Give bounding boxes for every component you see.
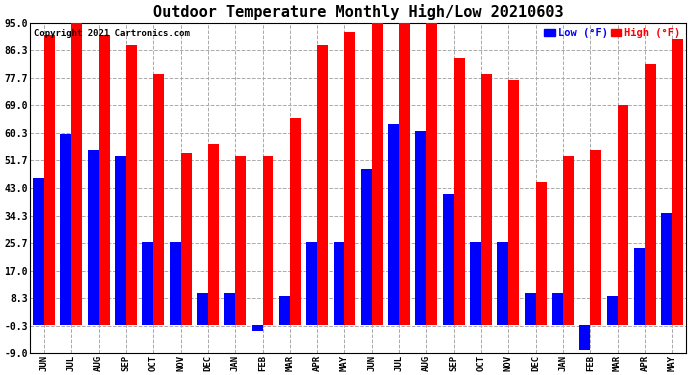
Bar (153, 74, 164, 325)
Bar (181, 153, 192, 325)
Bar (88, 150, 99, 325)
Bar (552, 293, 563, 325)
Bar (33, 178, 44, 325)
Bar (224, 293, 235, 325)
Bar (634, 248, 645, 325)
Bar (306, 242, 317, 325)
Bar (317, 45, 328, 325)
Bar (415, 131, 426, 325)
Bar (208, 144, 219, 325)
Bar (388, 124, 399, 325)
Bar (661, 213, 672, 325)
Bar (399, 23, 410, 325)
Bar (563, 156, 574, 325)
Bar (372, 23, 383, 325)
Bar (279, 296, 290, 325)
Bar (361, 169, 372, 325)
Bar (61, 134, 71, 325)
Bar (290, 118, 301, 325)
Bar (426, 23, 437, 325)
Bar (235, 156, 246, 325)
Bar (607, 296, 618, 325)
Bar (443, 194, 454, 325)
Bar (344, 32, 355, 325)
Bar (470, 242, 481, 325)
Bar (252, 325, 263, 331)
Bar (524, 293, 535, 325)
Bar (126, 45, 137, 325)
Title: Outdoor Temperature Monthly High/Low 20210603: Outdoor Temperature Monthly High/Low 202… (152, 4, 564, 20)
Legend: Low (°F), High (°F): Low (°F), High (°F) (544, 28, 680, 38)
Text: Copyright 2021 Cartronics.com: Copyright 2021 Cartronics.com (34, 29, 190, 38)
Bar (454, 58, 464, 325)
Bar (645, 64, 656, 325)
Bar (509, 80, 520, 325)
Bar (590, 150, 601, 325)
Bar (197, 293, 208, 325)
Bar (115, 156, 126, 325)
Bar (580, 325, 590, 350)
Bar (535, 182, 546, 325)
Bar (71, 23, 82, 325)
Bar (481, 74, 492, 325)
Bar (333, 242, 344, 325)
Bar (672, 39, 683, 325)
Bar (142, 242, 153, 325)
Bar (170, 242, 181, 325)
Bar (263, 156, 273, 325)
Bar (618, 105, 629, 325)
Bar (497, 242, 509, 325)
Bar (44, 35, 55, 325)
Bar (99, 35, 110, 325)
